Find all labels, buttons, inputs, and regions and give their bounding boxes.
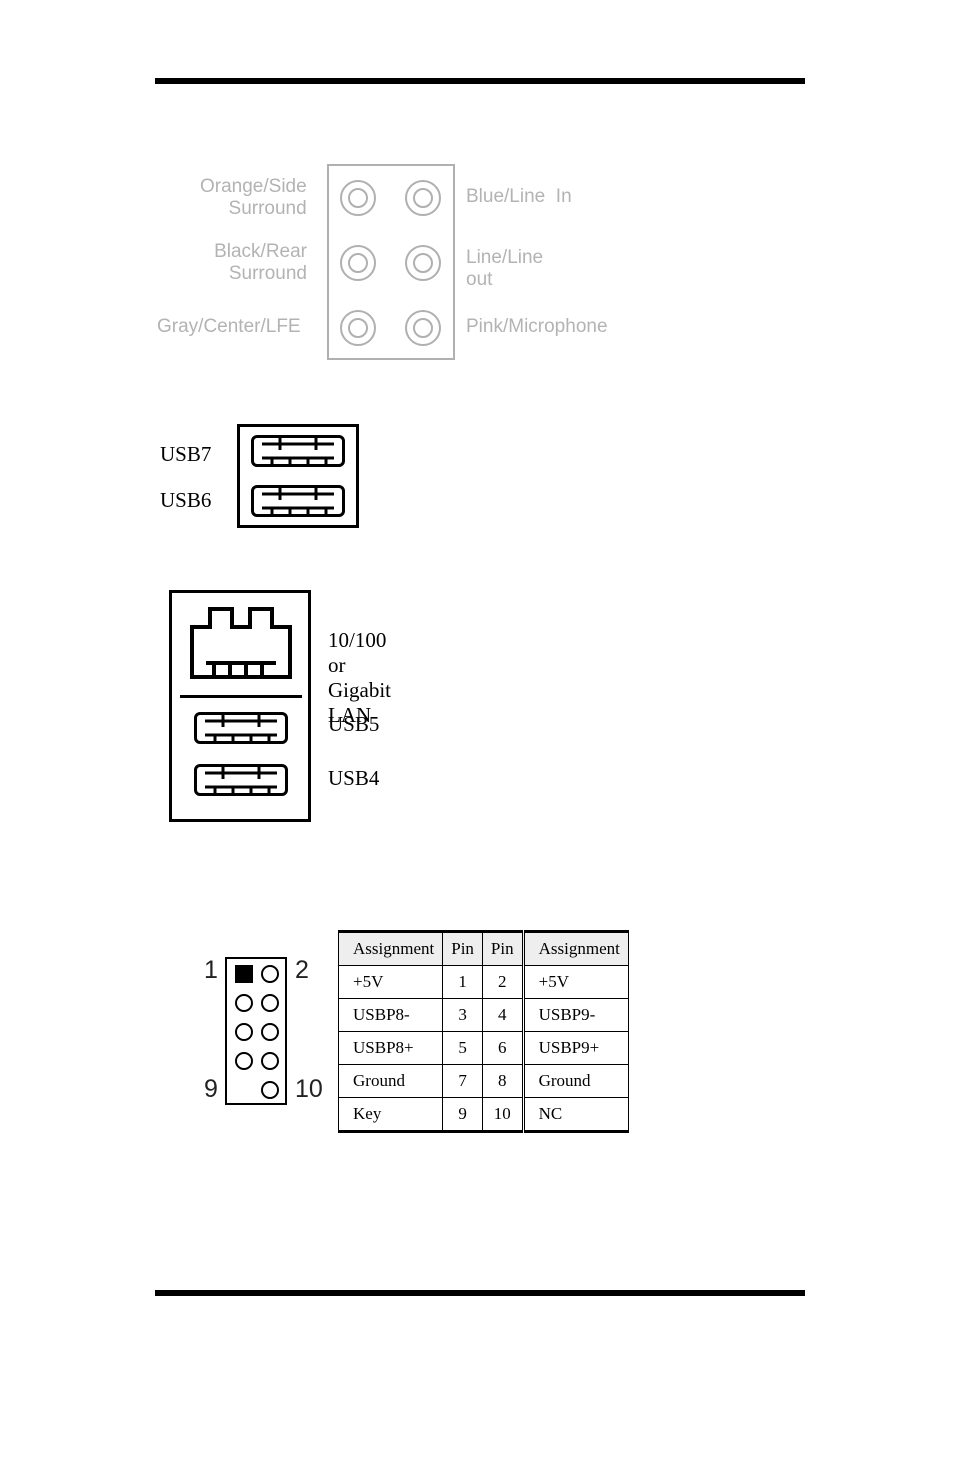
table-cell: 8	[482, 1065, 523, 1098]
pin-hole	[261, 965, 279, 983]
pin-hole	[261, 1023, 279, 1041]
table-cell: 2	[482, 966, 523, 999]
pin-number: 1	[204, 956, 218, 985]
audio-label-left: Orange/Side Surround	[200, 176, 307, 221]
usb-label: USB4	[328, 766, 379, 791]
usb-label: USB5	[328, 712, 379, 737]
table-cell: 5	[443, 1032, 483, 1065]
pin-number: 10	[295, 1075, 323, 1104]
horizontal-rule-bottom	[155, 1290, 805, 1296]
usb-port-icon	[251, 435, 345, 467]
pin-hole	[235, 965, 253, 983]
table-cell: 1	[443, 966, 483, 999]
pin-number: 9	[204, 1075, 218, 1104]
rj45-icon	[186, 603, 296, 683]
audio-jack	[405, 180, 441, 216]
table-cell: Ground	[339, 1065, 443, 1098]
pin-hole	[235, 1052, 253, 1070]
table-cell: 7	[443, 1065, 483, 1098]
pin-hole	[235, 994, 253, 1012]
audio-label-right: Line/Line out	[466, 247, 543, 292]
horizontal-rule-top	[155, 78, 805, 84]
table-cell: +5V	[523, 966, 628, 999]
usb-port-icon	[251, 485, 345, 517]
table-header: Pin	[443, 932, 483, 966]
usb-port-icon	[194, 712, 288, 744]
table-cell: USBP9-	[523, 999, 628, 1032]
usb-port-icon	[194, 764, 288, 796]
pin-number: 2	[295, 956, 309, 985]
audio-jack	[340, 310, 376, 346]
table-cell: 6	[482, 1032, 523, 1065]
audio-jack	[405, 245, 441, 281]
table-header: Pin	[482, 932, 523, 966]
usb-label: USB7	[160, 442, 211, 467]
table-cell: USBP8+	[339, 1032, 443, 1065]
table-cell: 9	[443, 1098, 483, 1132]
table-cell: 4	[482, 999, 523, 1032]
table-cell: Key	[339, 1098, 443, 1132]
table-cell: Ground	[523, 1065, 628, 1098]
table-header: Assignment	[339, 932, 443, 966]
pin-hole	[261, 1052, 279, 1070]
audio-label-right: Pink/Microphone	[466, 316, 608, 338]
table-cell: USBP8-	[339, 999, 443, 1032]
usb-label: USB6	[160, 488, 211, 513]
pin-hole	[261, 994, 279, 1012]
audio-jack	[340, 245, 376, 281]
table-cell: 10	[482, 1098, 523, 1132]
audio-jack	[405, 310, 441, 346]
audio-label-left: Black/Rear Surround	[213, 241, 307, 286]
pin-hole	[235, 1023, 253, 1041]
lan-usb-frame	[169, 590, 311, 822]
table-cell: USBP9+	[523, 1032, 628, 1065]
audio-jack	[340, 180, 376, 216]
pin-header-frame	[225, 957, 287, 1105]
table-cell: +5V	[339, 966, 443, 999]
pin-hole	[261, 1081, 279, 1099]
table-cell: 3	[443, 999, 483, 1032]
audio-label-right: Blue/Line In	[466, 186, 572, 208]
pin-assignment-table: Assignment Pin Pin Assignment +5V 1 2 +5…	[338, 930, 629, 1133]
table-header: Assignment	[523, 932, 628, 966]
audio-label-left: Gray/Center/LFE	[157, 316, 301, 338]
table-cell: NC	[523, 1098, 628, 1132]
usb-frame	[237, 424, 359, 528]
